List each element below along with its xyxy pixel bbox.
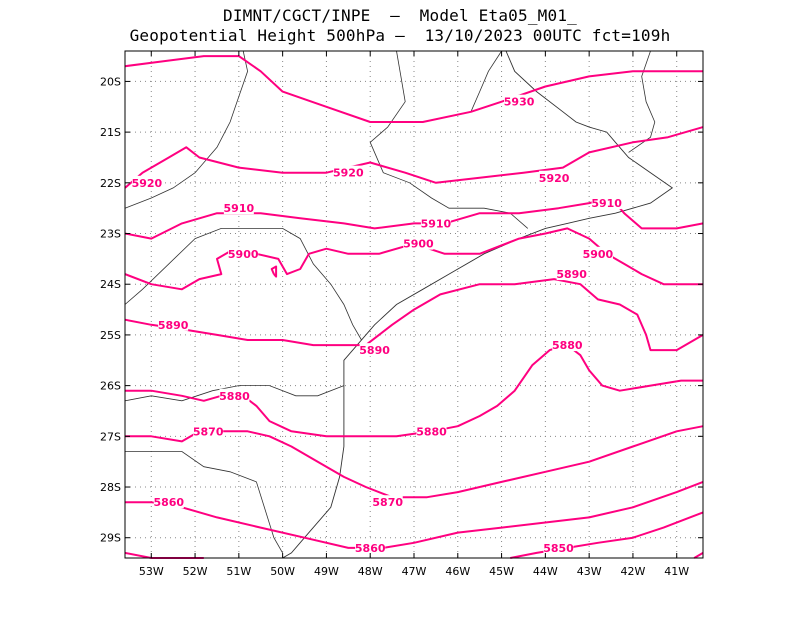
contour-label-bg: [539, 170, 570, 184]
lon-tick-label: 53W: [139, 565, 164, 578]
contour-label-bg: [193, 424, 224, 438]
lat-tick-label: 22S: [100, 177, 121, 190]
contour-labels: 5930 5920 5920 5920 5910 5910 5910 5900 5900 5900…: [131, 94, 622, 555]
state-border: [125, 451, 283, 554]
contour-label: 5900: [228, 248, 259, 261]
contour-label-bg: [228, 246, 259, 260]
lat-tick-label: 29S: [100, 532, 121, 545]
lon-tick-label: 50W: [270, 565, 295, 578]
contour-label: 5900: [403, 238, 434, 251]
state-border: [124, 228, 362, 341]
contour-label: 5920: [132, 177, 163, 190]
contour-label: 5860: [153, 496, 184, 509]
contour-label-bg: [158, 317, 189, 331]
contour-5850: [124, 551, 204, 559]
lat-tick-label: 20S: [100, 75, 121, 88]
contour-label-bg: [333, 165, 364, 179]
contour-label: 5870: [193, 425, 224, 438]
political-borders: [124, 50, 656, 554]
contour-label: 5880: [416, 425, 447, 438]
contour-label-bg: [552, 338, 583, 352]
chart-title: DIMNT/CGCT/INPE – Model Eta05_M01_: [223, 6, 577, 25]
contour-label: 5920: [333, 167, 364, 180]
contour-label-bg: [504, 94, 535, 108]
contour-label: 5890: [359, 344, 390, 357]
contour-label-bg: [582, 246, 613, 260]
lat-tick-label: 28S: [100, 481, 121, 494]
contour-label-bg: [131, 175, 162, 189]
state-border: [124, 50, 249, 209]
lat-tick-label: 26S: [100, 380, 121, 393]
contour-label: 5930: [504, 96, 535, 109]
contour-label-bg: [591, 196, 622, 210]
contour-label: 5880: [552, 339, 583, 352]
contour-label: 5860: [355, 542, 386, 555]
contour-label-bg: [403, 236, 434, 250]
axis-labels: 20S 21S 22S 23S 24S 25S 26S 27S 28S 29S 53W 52W 51W 5…: [100, 51, 703, 578]
lon-tick-label: 51W: [226, 565, 251, 578]
state-border: [369, 50, 529, 229]
contour-label-bg: [420, 216, 451, 230]
lon-tick-label: 46W: [445, 565, 470, 578]
contour-label-bg: [416, 424, 447, 438]
contour-label-bg: [223, 201, 254, 215]
contour-5900: [124, 227, 703, 291]
contour-5900: [270, 265, 278, 278]
contour-label-bg: [543, 540, 574, 554]
coastline-path: [282, 50, 674, 559]
contour-label: 5890: [556, 268, 587, 281]
lon-tick-label: 41W: [664, 565, 689, 578]
contour-label-bg: [556, 267, 587, 281]
contour-label: 5910: [421, 217, 452, 230]
contour-label: 5870: [372, 496, 403, 509]
lon-tick-label: 42W: [621, 565, 646, 578]
contour-label: 5880: [219, 390, 250, 403]
lon-tick-label: 49W: [314, 565, 339, 578]
contour-label: 5910: [591, 197, 622, 210]
contour-label: 5850: [543, 542, 574, 555]
lon-tick-label: 52W: [183, 565, 208, 578]
contour-label-bg: [355, 540, 386, 554]
lon-tick-label: 44W: [533, 565, 558, 578]
contour-label: 5890: [158, 319, 189, 332]
coastline: [282, 50, 674, 559]
contour-5860: [125, 480, 704, 549]
lat-tick-label: 27S: [100, 430, 121, 443]
lon-tick-label: 47W: [402, 565, 427, 578]
lat-tick-label: 25S: [100, 329, 121, 342]
state-border: [124, 385, 345, 402]
contour-5920: [124, 126, 704, 189]
lat-tick-label: 23S: [100, 228, 121, 241]
chart-subtitle: Geopotential Height 500hPa – 13/10/2023 …: [129, 26, 671, 45]
contour-label-bg: [153, 495, 184, 509]
height-contours: [124, 55, 704, 559]
contour-label-bg: [359, 343, 390, 357]
contour-label: 5920: [539, 172, 570, 185]
lon-tick-label: 45W: [489, 565, 514, 578]
lat-tick-label: 21S: [100, 126, 121, 139]
state-border: [470, 50, 502, 112]
contour-label-bg: [372, 495, 403, 509]
contour-5850: [693, 552, 704, 559]
contour-label-bg: [219, 388, 250, 402]
lon-tick-label: 48W: [358, 565, 383, 578]
contour-5930: [124, 55, 703, 123]
contour-5850: [510, 511, 704, 559]
contour-5890: [124, 278, 704, 352]
lon-tick-label: 43W: [577, 565, 602, 578]
lat-tick-label: 24S: [100, 278, 121, 291]
contour-label: 5900: [583, 248, 614, 261]
contour-label: 5910: [224, 202, 255, 215]
